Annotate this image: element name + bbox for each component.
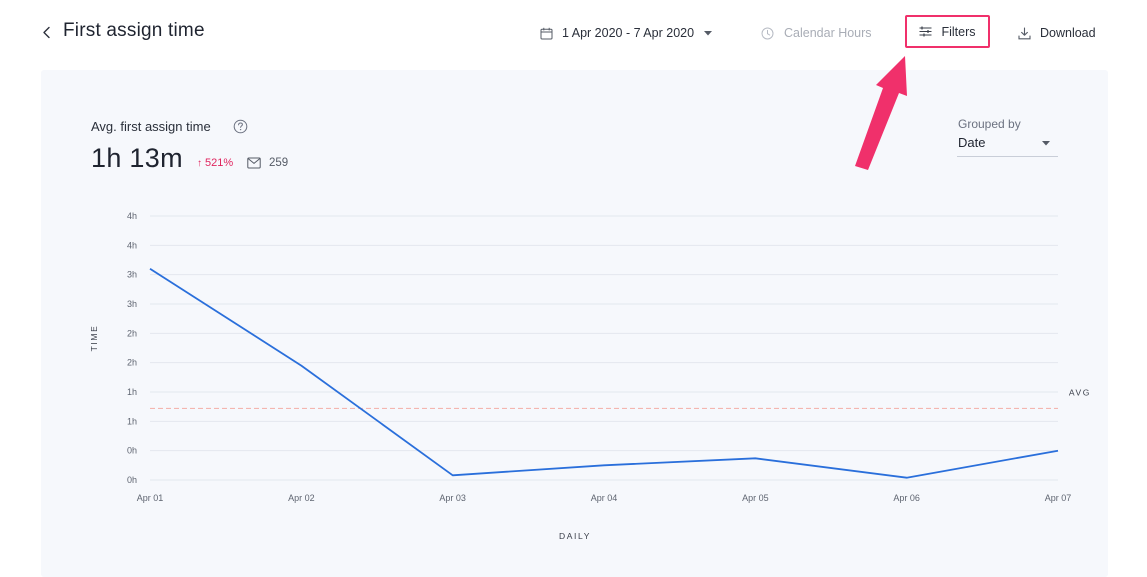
download-button[interactable]: Download	[1018, 22, 1096, 44]
y-tick-label: 2h	[127, 328, 137, 338]
x-tick-label: Apr 07	[1045, 493, 1072, 503]
back-button[interactable]	[38, 21, 54, 43]
date-range-label: 1 Apr 2020 - 7 Apr 2020	[562, 26, 695, 40]
y-axis-ticks: 0h 0h 1h 1h 2h 2h 3h 3h 4h 4h	[127, 211, 137, 485]
download-icon	[1018, 26, 1031, 39]
x-axis-title: DAILY	[559, 531, 591, 541]
filters-label: Filters	[941, 24, 976, 39]
x-tick-label: Apr 05	[742, 493, 769, 503]
x-axis-ticks: Apr 01 Apr 02 Apr 03 Apr 04 Apr 05 Apr 06 Apr …	[137, 493, 1072, 503]
y-tick-label: 3h	[127, 270, 137, 280]
x-tick-label: Apr 06	[893, 493, 920, 503]
calendar-hours-label: Calendar Hours	[784, 26, 872, 40]
calendar-icon	[540, 27, 553, 40]
y-tick-label: 0h	[127, 446, 137, 456]
trend-value: 521%	[205, 157, 234, 169]
y-tick-label: 1h	[127, 416, 137, 426]
grouped-by-value: Date	[958, 135, 986, 150]
download-label: Download	[1040, 26, 1096, 40]
chart-panel	[41, 70, 1108, 577]
y-axis-title: TIME	[89, 325, 99, 352]
metric-value: 1h 13m	[91, 143, 183, 173]
metric-label: Avg. first assign time	[91, 119, 211, 134]
y-tick-label: 2h	[127, 358, 137, 368]
date-range-picker[interactable]: 1 Apr 2020 - 7 Apr 2020	[540, 22, 713, 44]
page-title: First assign time	[63, 20, 205, 41]
chevron-left-icon	[42, 26, 50, 38]
grid-lines	[150, 215, 1058, 481]
filters-button[interactable]: Filters	[905, 15, 990, 48]
calendar-hours-toggle[interactable]: Calendar Hours	[761, 22, 872, 44]
trend-indicator: ↑ 521%	[197, 157, 233, 169]
y-tick-label: 0h	[127, 475, 137, 485]
y-tick-label: 4h	[127, 240, 137, 250]
series-line	[149, 268, 1059, 479]
conversation-count: 259	[269, 157, 289, 169]
grouped-by-label: Grouped by	[958, 117, 1021, 131]
mail-icon	[247, 157, 261, 169]
x-tick-label: Apr 01	[137, 493, 164, 503]
y-tick-label: 3h	[127, 299, 137, 309]
sliders-icon	[919, 26, 932, 37]
y-tick-label: 4h	[127, 211, 137, 221]
clock-icon	[761, 27, 774, 39]
help-circle-icon[interactable]	[233, 119, 248, 134]
x-tick-label: Apr 02	[288, 493, 315, 503]
average-label: AVG	[1069, 387, 1091, 397]
caret-down-icon	[704, 30, 713, 35]
top-bar: First assign time 1 Apr 2020 - 7 Apr 202…	[0, 0, 1147, 66]
y-tick-label: 1h	[127, 387, 137, 397]
caret-down-icon	[1042, 141, 1050, 146]
x-tick-label: Apr 03	[439, 493, 466, 503]
arrow-up-icon: ↑	[197, 157, 202, 169]
x-tick-label: Apr 04	[591, 493, 618, 503]
grouped-by-select[interactable]: Date	[957, 134, 1058, 157]
